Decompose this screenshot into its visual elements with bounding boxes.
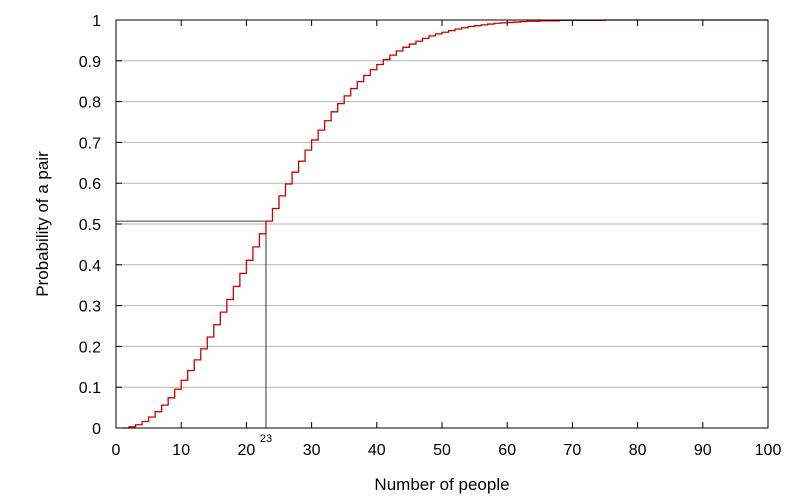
- x-tick-label: 70: [564, 442, 582, 459]
- y-tick-label: 0.5: [79, 217, 101, 234]
- x-tick-label: 50: [433, 442, 451, 459]
- y-tick-label: 0.2: [79, 339, 101, 356]
- gridlines: [116, 60, 768, 388]
- x-tick-label: 60: [498, 442, 516, 459]
- y-tick-label: 0.4: [79, 258, 101, 275]
- x-tick-label: 10: [172, 442, 190, 459]
- x-tick-label: 90: [694, 442, 712, 459]
- y-tick-label: 0.9: [79, 54, 101, 71]
- annotation-guides: [116, 220, 267, 428]
- y-tick-label: 0.6: [79, 176, 101, 193]
- x-tick-label: 30: [303, 442, 321, 459]
- x-tick-label: 100: [755, 442, 782, 459]
- y-tick-label: 1: [92, 13, 101, 30]
- series-line: [122, 19, 768, 429]
- y-tick-labels: 0 0.1 0.2 0.3 0.4 0.5 0.6 0.7 0.8 0.9 1: [79, 13, 101, 438]
- y-tick-label: 0: [92, 421, 101, 438]
- y-tick-label: 0.3: [79, 299, 101, 316]
- annotation-label: 23: [260, 433, 272, 445]
- annotation-labels: 23: [260, 433, 272, 445]
- y-tick-label: 0.8: [79, 95, 101, 112]
- axis-ticks: [115, 19, 769, 429]
- x-tick-label: 80: [629, 442, 647, 459]
- y-tick-label: 0.7: [79, 135, 101, 152]
- x-tick-label: 0: [112, 442, 121, 459]
- x-tick-label: 40: [368, 442, 386, 459]
- series-group: [122, 19, 768, 429]
- annotation-guide: [116, 220, 267, 428]
- x-axis-label: Number of people: [374, 475, 509, 494]
- y-axis-label: Probability of a pair: [33, 151, 52, 297]
- x-tick-label: 20: [238, 442, 256, 459]
- x-tick-labels: 0 10 20 30 40 50 60 70 80 90 100: [112, 442, 782, 459]
- y-tick-label: 0.1: [79, 380, 101, 397]
